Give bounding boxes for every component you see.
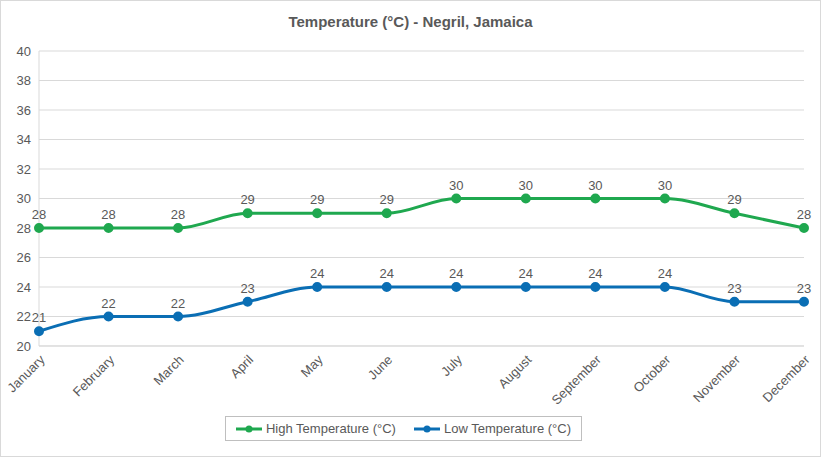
svg-text:22: 22 [101, 296, 115, 311]
svg-text:July: July [438, 352, 465, 379]
svg-text:30: 30 [17, 191, 31, 206]
svg-text:28: 28 [17, 221, 31, 236]
svg-text:22: 22 [171, 296, 185, 311]
svg-text:February: February [70, 352, 118, 400]
svg-text:March: March [151, 352, 187, 388]
svg-text:24: 24 [658, 266, 672, 281]
svg-text:30: 30 [449, 178, 463, 193]
svg-text:40: 40 [17, 44, 31, 59]
html-text:Temperature (°C) - Negril, Jam: Temperature (°C) - Negril, Jamaica [288, 13, 533, 30]
svg-text:24: 24 [449, 266, 463, 281]
svg-text:20: 20 [17, 339, 31, 354]
svg-text:23: 23 [797, 281, 811, 296]
svg-text:August: August [495, 352, 534, 391]
svg-text:November: November [690, 352, 743, 405]
svg-text:32: 32 [17, 162, 31, 177]
svg-text:24: 24 [17, 280, 31, 295]
svg-text:30: 30 [658, 178, 672, 193]
svg-text:28: 28 [171, 207, 185, 222]
svg-text:34: 34 [17, 132, 31, 147]
svg-text:January: January [8, 352, 48, 396]
svg-text:21: 21 [32, 310, 46, 325]
svg-text:September: September [548, 352, 604, 408]
svg-text:29: 29 [310, 192, 324, 207]
svg-text:24: 24 [379, 266, 393, 281]
svg-text:30: 30 [588, 178, 602, 193]
svg-text:April: April [227, 352, 256, 381]
svg-text:24: 24 [310, 266, 324, 281]
svg-text:May: May [298, 352, 326, 380]
svg-text:June: June [365, 352, 396, 383]
html-text:High Temperature (°C): High Temperature (°C) [266, 421, 396, 436]
svg-text:22: 22 [17, 309, 31, 324]
svg-text:28: 28 [101, 207, 115, 222]
svg-text:24: 24 [588, 266, 602, 281]
svg-text:30: 30 [519, 178, 533, 193]
svg-text:28: 28 [797, 207, 811, 222]
svg-text:December: December [760, 352, 813, 405]
svg-text:October: October [630, 352, 674, 396]
svg-text:36: 36 [17, 103, 31, 118]
svg-text:28: 28 [32, 207, 46, 222]
svg-text:29: 29 [240, 192, 254, 207]
svg-text:23: 23 [727, 281, 741, 296]
html-text:Low Temperature (°C): Low Temperature (°C) [443, 421, 571, 436]
svg-text:29: 29 [727, 192, 741, 207]
svg-text:38: 38 [17, 73, 31, 88]
svg-text:24: 24 [519, 266, 533, 281]
svg-text:26: 26 [17, 250, 31, 265]
svg-text:29: 29 [379, 192, 393, 207]
svg-text:23: 23 [240, 281, 254, 296]
